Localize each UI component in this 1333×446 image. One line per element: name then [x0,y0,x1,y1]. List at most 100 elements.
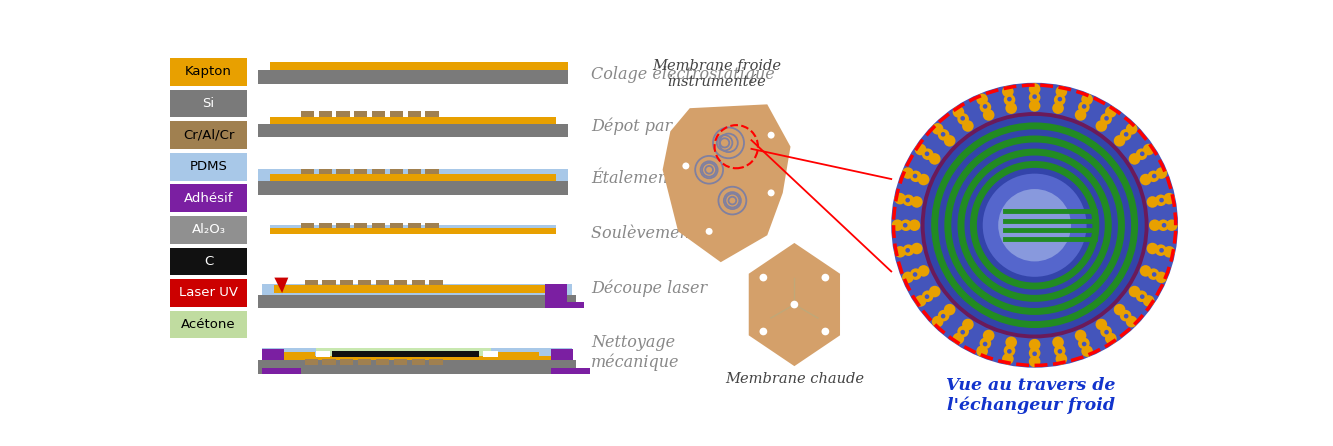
Bar [169,279,247,307]
Circle shape [1146,196,1158,208]
Bar [551,349,573,360]
Circle shape [905,198,910,202]
Circle shape [1152,272,1157,277]
Circle shape [1045,351,1049,355]
Circle shape [1126,123,1137,135]
Bar [408,223,421,228]
Circle shape [994,346,1000,351]
Circle shape [900,219,912,231]
Bar [169,121,247,149]
Circle shape [1032,351,1037,356]
Bar [336,169,349,174]
Bar [408,111,421,117]
Bar [259,124,568,137]
Circle shape [902,244,914,256]
Circle shape [902,167,913,179]
Circle shape [918,265,929,277]
Circle shape [1082,342,1086,347]
Circle shape [982,104,988,109]
Bar [323,359,336,364]
Circle shape [904,235,908,240]
Circle shape [1078,338,1089,349]
Circle shape [922,149,933,160]
Circle shape [1100,326,1112,337]
Text: Soulèvement manuel: Soulèvement manuel [592,225,761,242]
Circle shape [1146,284,1152,288]
Circle shape [768,190,774,196]
Bar [376,359,389,364]
Bar [169,184,247,212]
Circle shape [922,290,933,302]
Circle shape [913,173,917,178]
Circle shape [921,112,1149,339]
Bar [319,111,332,117]
Circle shape [1161,235,1166,240]
Circle shape [1004,345,1016,356]
Polygon shape [275,277,288,293]
Bar [319,169,332,174]
Bar [372,169,385,174]
Circle shape [1005,337,1017,348]
Circle shape [894,246,906,258]
Bar [551,368,589,374]
Bar [259,360,576,374]
Circle shape [760,328,768,335]
Bar [263,348,572,360]
Bar [169,90,247,117]
Circle shape [1152,173,1157,178]
Circle shape [1074,330,1086,341]
Circle shape [1148,170,1160,182]
Circle shape [1052,103,1064,114]
Circle shape [960,330,965,334]
Bar [412,359,425,364]
Circle shape [941,314,945,318]
Circle shape [760,274,768,281]
Circle shape [1054,94,1065,106]
Bar [269,174,556,182]
Circle shape [1029,356,1041,368]
Circle shape [932,305,937,309]
Circle shape [950,322,954,327]
Text: C: C [204,255,213,268]
Bar [372,111,385,117]
Circle shape [1104,330,1109,334]
Circle shape [821,328,829,335]
Circle shape [892,219,904,231]
Bar [301,169,313,174]
Circle shape [1029,83,1041,95]
Circle shape [1005,103,1017,114]
Circle shape [962,319,973,330]
Bar [259,70,568,83]
Circle shape [944,304,956,315]
Circle shape [888,79,1182,372]
Circle shape [1057,97,1062,101]
Circle shape [904,211,908,215]
Circle shape [1057,349,1062,354]
Bar [389,111,403,117]
Circle shape [1054,345,1065,356]
Circle shape [892,83,1178,368]
Bar [340,280,353,285]
Circle shape [962,120,973,132]
Circle shape [1029,91,1041,103]
Bar [389,169,403,174]
Circle shape [910,170,921,182]
Circle shape [894,193,906,204]
Circle shape [944,135,956,147]
Text: Kapton: Kapton [185,66,232,78]
Circle shape [1029,339,1041,351]
Circle shape [1157,219,1169,231]
Circle shape [1126,316,1137,327]
Circle shape [1002,86,1013,97]
Bar [359,280,371,285]
Circle shape [938,310,949,322]
Bar [273,285,545,293]
Circle shape [1096,319,1108,330]
Circle shape [902,223,908,227]
Text: Laser UV: Laser UV [179,286,239,300]
Circle shape [960,116,965,120]
Circle shape [1105,333,1117,344]
Bar [259,169,568,182]
Circle shape [918,174,929,186]
Circle shape [1156,186,1161,190]
